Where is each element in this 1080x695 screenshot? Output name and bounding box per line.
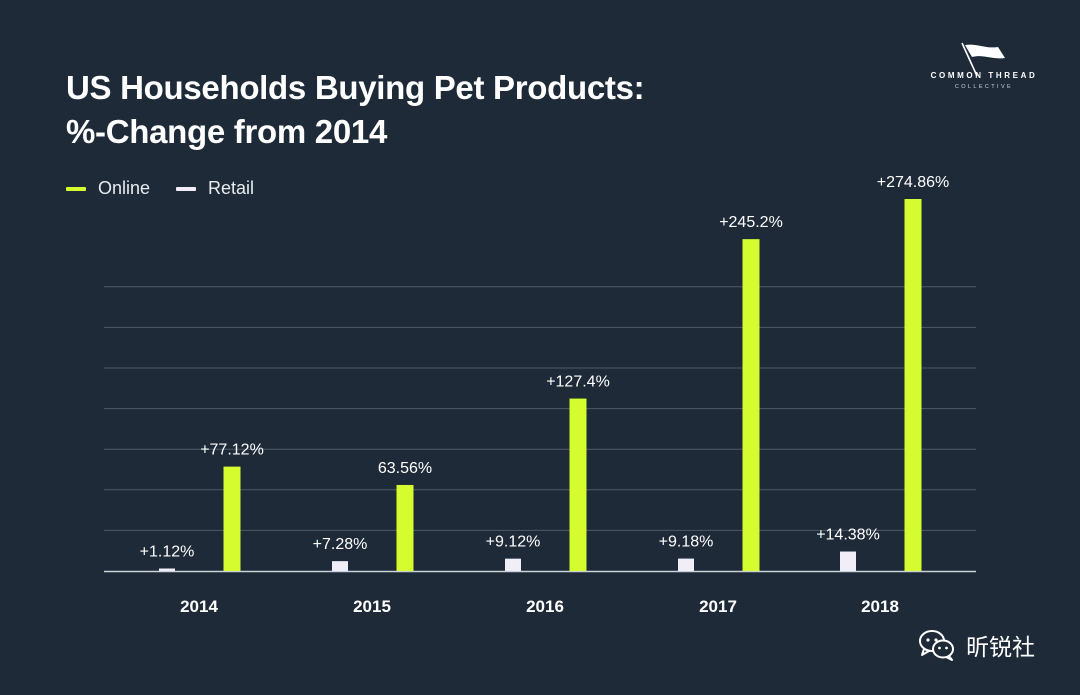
bar-retail-2014 xyxy=(159,568,175,571)
legend-swatch-retail xyxy=(176,186,197,191)
brand-logo: COMMON THREAD COLLECTIVE xyxy=(922,40,1046,96)
bar-online-2015 xyxy=(396,484,414,571)
legend-item-retail: Retail xyxy=(176,178,254,199)
bar-online-2014 xyxy=(223,466,241,571)
bar-online-2017 xyxy=(742,239,760,571)
brand-logo-name: COMMON THREAD xyxy=(930,71,1038,80)
bar-retail-2017 xyxy=(678,558,694,571)
flag-icon xyxy=(961,42,1005,77)
legend-item-online: Online xyxy=(66,178,150,199)
data-label-retail-2014: +1.12% xyxy=(140,544,195,561)
legend-label-online: Online xyxy=(98,178,151,198)
data-label-online-2014: +77.12% xyxy=(200,442,264,459)
x-tick-label-2018: 2018 xyxy=(861,597,899,616)
bars xyxy=(159,199,922,571)
x-tick-label-2017: 2017 xyxy=(699,597,737,616)
bar-retail-2018 xyxy=(840,551,856,571)
watermark: 昕锐社 xyxy=(918,628,1035,662)
bar-retail-2015 xyxy=(332,561,348,571)
bar-retail-2016 xyxy=(505,558,521,571)
x-tick-labels: 2014 2015 2016 2017 2018 xyxy=(180,597,899,616)
chart-title: US Households Buying Pet Products: %-Cha… xyxy=(66,66,645,154)
wechat-icon xyxy=(919,630,954,661)
x-tick-label-2015: 2015 xyxy=(353,597,391,616)
grid-lines xyxy=(104,286,976,531)
watermark-text: 昕锐社 xyxy=(966,634,1035,660)
legend-label-retail: Retail xyxy=(208,178,255,198)
chart-title-line-1: US Households Buying Pet Products: xyxy=(66,69,645,106)
data-label-retail-2017: +9.18% xyxy=(659,534,714,551)
data-label-online-2018: +274.86% xyxy=(877,174,950,191)
bar-online-2018 xyxy=(904,199,922,571)
x-tick-label-2014: 2014 xyxy=(180,597,218,616)
data-labels: +1.12% +77.12% +7.28% 63.56% +9.12% +127.4% +9… xyxy=(140,174,950,561)
data-label-retail-2016: +9.12% xyxy=(486,534,541,551)
data-label-online-2015: 63.56% xyxy=(378,460,432,477)
data-label-retail-2018: +14.38% xyxy=(816,527,880,544)
data-label-online-2016: +127.4% xyxy=(546,374,610,391)
chart-title-line-2: %-Change from 2014 xyxy=(66,113,388,150)
bar-online-2016 xyxy=(569,398,587,571)
legend-swatch-online xyxy=(66,186,86,191)
data-label-retail-2015: +7.28% xyxy=(313,536,368,553)
x-tick-label-2016: 2016 xyxy=(526,597,564,616)
data-label-online-2017: +245.2% xyxy=(719,214,783,231)
chart-legend: Online Retail xyxy=(66,178,280,199)
brand-logo-sub: COLLECTIVE xyxy=(954,84,1014,90)
